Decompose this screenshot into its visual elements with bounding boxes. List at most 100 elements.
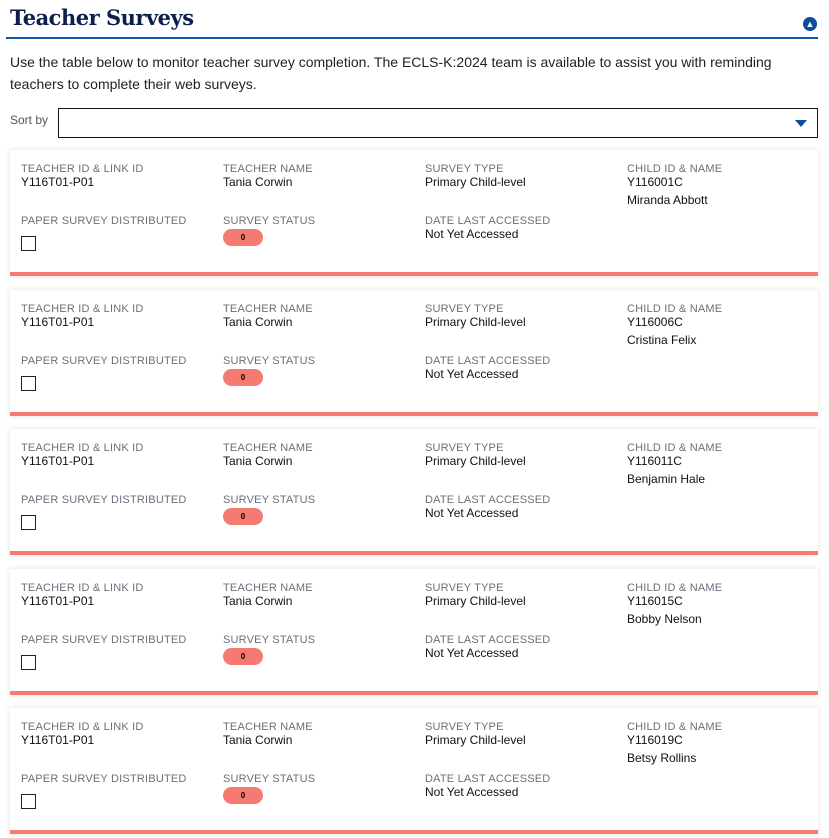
paper-survey-checkbox[interactable] [21,236,36,251]
child-field: CHILD ID & NAME Y116011C Benjamin Hale [627,442,722,487]
sort-label: Sort by [10,113,49,127]
field-label: DATE LAST ACCESSED [425,354,551,367]
last-accessed-field: DATE LAST ACCESSED Not Yet Accessed [425,773,550,800]
survey-status-field: SURVEY STATUS 0 [223,215,315,246]
child-name: Bobby Nelson [627,611,702,626]
last-accessed: Not Yet Accessed [425,645,519,660]
last-accessed-field: DATE LAST ACCESSED Not Yet Accessed [425,215,550,242]
paper-survey-checkbox[interactable] [21,654,36,670]
status-badge: 0 [223,787,263,804]
child-id: Y116015C [627,593,683,608]
field-label: TEACHER NAME [223,721,313,733]
field-label: CHILD ID & NAME [627,721,723,733]
field-label: TEACHER ID & LINK ID [21,721,144,733]
child-field: CHILD ID & NAME Y116015C Bobby Nelson [627,582,722,627]
child-field: CHILD ID & NAME Y116019C Betsy Rollins [627,721,722,766]
teacher-id-field: TEACHER ID & LINK ID Y116T01-P01 [21,163,144,190]
survey-type-field: SURVEY TYPE Primary Child-level [425,582,526,609]
paper-survey-checkbox[interactable] [21,515,36,530]
child-name: Miranda Abbott [627,193,708,207]
field-label: SURVEY TYPE [425,581,504,594]
field-label: DATE LAST ACCESSED [425,494,551,506]
survey-card: TEACHER ID & LINK ID Y116T01-P01 TEACHER … [10,289,818,416]
status-badge: 0 [223,229,263,246]
child-id: Y116006C [627,314,683,329]
paper-survey-field: PAPER SURVEY DISTRIBUTED [21,494,187,530]
field-label: TEACHER NAME [223,163,313,175]
field-label: DATE LAST ACCESSED [425,773,551,785]
teacher-id: Y116T01-P01 [21,175,95,189]
last-accessed-field: DATE LAST ACCESSED Not Yet Accessed [425,355,550,382]
survey-type-field: SURVEY TYPE Primary Child-level [425,163,526,190]
last-accessed-field: DATE LAST ACCESSED Not Yet Accessed [425,494,550,521]
field-label: CHILD ID & NAME [627,302,723,315]
field-label: PAPER SURVEY DISTRIBUTED [21,633,187,646]
teacher-id-field: TEACHER ID & LINK ID Y116T01-P01 [21,721,144,748]
teacher-name-field: TEACHER NAME Tania Corwin [223,582,313,609]
field-label: SURVEY STATUS [223,773,316,785]
field-label: SURVEY TYPE [425,163,504,175]
last-accessed: Not Yet Accessed [425,366,519,381]
paper-survey-checkbox[interactable] [21,794,36,809]
teacher-name: Tania Corwin [223,314,293,329]
field-label: CHILD ID & NAME [627,442,723,454]
field-label: TEACHER NAME [223,302,313,315]
field-label: SURVEY STATUS [223,354,316,367]
paper-survey-field: PAPER SURVEY DISTRIBUTED [21,215,187,251]
field-label: PAPER SURVEY DISTRIBUTED [21,773,187,785]
child-field: CHILD ID & NAME Y116001C Miranda Abbott [627,163,722,208]
last-accessed: Not Yet Accessed [425,506,519,520]
survey-card: TEACHER ID & LINK ID Y116T01-P01 TEACHER … [10,429,818,555]
field-label: TEACHER ID & LINK ID [21,581,144,594]
field-label: CHILD ID & NAME [627,163,723,175]
paper-survey-checkbox[interactable] [21,375,36,391]
survey-type: Primary Child-level [425,454,526,468]
survey-type-field: SURVEY TYPE Primary Child-level [425,303,526,330]
survey-type: Primary Child-level [425,733,526,747]
status-badge: 0 [223,647,263,665]
teacher-id-field: TEACHER ID & LINK ID Y116T01-P01 [21,442,144,469]
divider [6,37,818,39]
survey-card: TEACHER ID & LINK ID Y116T01-P01 TEACHER … [10,150,818,276]
chevron-up-circle-icon[interactable]: ▲ [803,17,817,31]
child-id: Y116011C [627,454,682,468]
field-label: PAPER SURVEY DISTRIBUTED [21,354,187,367]
field-label: PAPER SURVEY DISTRIBUTED [21,215,187,227]
page-title: Teacher Surveys [10,5,194,30]
sort-select[interactable] [58,108,818,138]
field-label: TEACHER ID & LINK ID [21,163,144,175]
teacher-id: Y116T01-P01 [21,454,95,468]
child-name: Betsy Rollins [627,751,697,765]
child-field: CHILD ID & NAME Y116006C Cristina Felix [627,303,722,348]
field-label: DATE LAST ACCESSED [425,633,551,646]
field-label: SURVEY STATUS [223,215,316,227]
survey-type-field: SURVEY TYPE Primary Child-level [425,442,526,469]
teacher-id: Y116T01-P01 [21,314,95,329]
survey-type: Primary Child-level [425,593,526,608]
teacher-name-field: TEACHER NAME Tania Corwin [223,303,313,330]
field-label: TEACHER ID & LINK ID [21,302,144,315]
field-label: SURVEY TYPE [425,302,504,315]
teacher-name: Tania Corwin [223,733,293,747]
survey-type: Primary Child-level [425,175,526,189]
teacher-name: Tania Corwin [223,175,293,189]
teacher-id: Y116T01-P01 [21,593,95,608]
status-badge: 0 [223,508,263,525]
teacher-name: Tania Corwin [223,593,293,608]
teacher-name-field: TEACHER NAME Tania Corwin [223,163,313,190]
field-label: CHILD ID & NAME [627,581,723,594]
description: Use the table below to monitor teacher s… [10,54,772,92]
survey-type: Primary Child-level [425,314,526,329]
survey-card: TEACHER ID & LINK ID Y116T01-P01 TEACHER … [10,568,818,695]
last-accessed-field: DATE LAST ACCESSED Not Yet Accessed [425,634,550,661]
status-badge: 0 [223,368,263,386]
field-label: TEACHER NAME [223,581,313,594]
paper-survey-field: PAPER SURVEY DISTRIBUTED [21,773,187,809]
caret-down-icon [795,120,807,127]
field-label: SURVEY STATUS [223,633,316,646]
survey-status-field: SURVEY STATUS 0 [223,773,315,804]
child-id: Y116019C [627,733,683,747]
field-label: DATE LAST ACCESSED [425,215,551,227]
field-label: TEACHER ID & LINK ID [21,442,144,454]
teacher-name: Tania Corwin [223,454,293,468]
